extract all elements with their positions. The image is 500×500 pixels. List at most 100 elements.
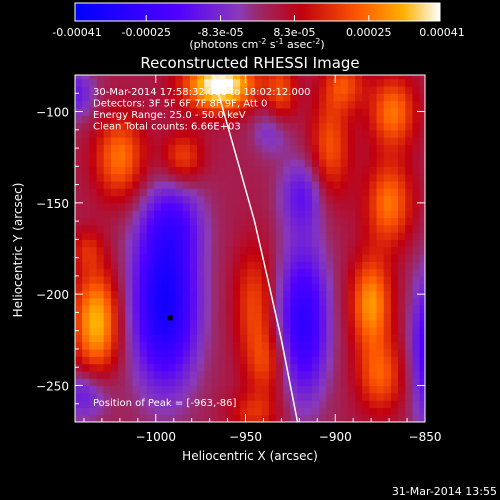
heatmap-cell (175, 217, 184, 226)
heatmap-cell (132, 400, 141, 408)
heatmap-cell (304, 107, 313, 116)
heatmap-cell (103, 232, 112, 240)
heatmap-cell (240, 253, 248, 262)
heatmap-cell (103, 224, 112, 233)
heatmap-cell (347, 202, 356, 211)
heatmap-cell (311, 275, 320, 284)
heatmap-cell (333, 180, 342, 189)
heatmap-cell (225, 151, 234, 160)
heatmap-cell (103, 137, 112, 145)
heatmap-cell (211, 305, 220, 314)
heatmap-cell (182, 210, 191, 219)
heatmap-cell (304, 129, 313, 138)
heatmap-cell (383, 115, 392, 124)
heatmap-cell (132, 188, 141, 197)
heatmap-cell (125, 363, 134, 372)
heatmap-cell (153, 122, 162, 131)
heatmap-cell (390, 385, 399, 394)
heatmap-cell (369, 334, 378, 343)
heatmap-cell (254, 129, 263, 138)
heatmap-cell (110, 356, 119, 365)
heatmap-cell (340, 129, 349, 138)
heatmap-cell (311, 100, 320, 109)
heatmap-cell (232, 363, 241, 372)
heatmap-cell (240, 370, 248, 379)
heatmap-cell (405, 137, 414, 145)
heatmap-cell (182, 129, 191, 138)
heatmap-cell (211, 129, 220, 138)
heatmap-cell (261, 129, 270, 138)
heatmap-cell (405, 224, 414, 233)
heatmap-cell (398, 115, 406, 124)
heatmap-cell (218, 290, 227, 299)
heatmap-cell (218, 363, 227, 372)
heatmap-cell (362, 370, 370, 379)
heatmap-cell (398, 290, 406, 299)
heatmap-cell (398, 261, 406, 270)
heatmap-cell (276, 305, 284, 314)
heatmap-cell (304, 327, 313, 335)
heatmap-cell (362, 305, 370, 314)
heatmap-cell (103, 261, 112, 270)
peak-marker (167, 315, 173, 321)
heatmap-cell (153, 202, 162, 211)
heatmap-cell (376, 407, 385, 416)
heatmap-cell (211, 327, 220, 335)
heatmap-cell (405, 305, 414, 314)
heatmap-cell (283, 93, 291, 102)
heatmap-cell (347, 159, 356, 167)
heatmap-cell (240, 400, 248, 408)
heatmap-cell (125, 93, 134, 102)
heatmap-cell (283, 100, 291, 109)
heatmap-cell (383, 290, 392, 299)
heatmap-cell (118, 75, 126, 80)
heatmap-cell (355, 107, 363, 116)
heatmap-cell (405, 85, 414, 94)
heatmap-cell (276, 319, 284, 328)
heatmap-cell (161, 239, 169, 248)
heatmap-cell (326, 327, 335, 335)
heatmap-cell (211, 319, 220, 328)
heatmap-cell (96, 195, 105, 204)
heatmap-cell (362, 122, 370, 131)
heatmap-cell (175, 246, 184, 255)
heatmap-cell (283, 246, 291, 255)
heatmap-cell (362, 115, 370, 124)
heatmap-cell (175, 283, 184, 292)
heatmap-cell (405, 341, 414, 350)
heatmap-cell (362, 400, 370, 408)
heatmap-cell (326, 283, 335, 292)
heatmap-cell (175, 173, 184, 182)
heatmap-cell (153, 115, 162, 124)
heatmap-cell (204, 217, 213, 226)
heatmap-cell (82, 327, 90, 335)
heatmap-cell (347, 188, 356, 197)
heatmap-cell (398, 312, 406, 321)
heatmap-cell (225, 327, 234, 335)
heatmap-cell (175, 348, 184, 357)
heatmap-cell (75, 407, 83, 416)
heatmap-cell (96, 100, 105, 109)
heatmap-cell (390, 319, 399, 328)
heatmap-cell (197, 115, 205, 124)
heatmap-cell (369, 210, 378, 219)
heatmap-cell (412, 275, 421, 284)
heatmap-cell (326, 312, 335, 321)
heatmap-cell (189, 246, 198, 255)
heatmap-cell (362, 407, 370, 416)
heatmap-cell (276, 217, 284, 226)
heatmap-cell (139, 378, 148, 387)
heatmap-cell (405, 75, 414, 80)
heatmap-cell (254, 312, 263, 321)
heatmap-cell (182, 246, 191, 255)
heatmap-cell (204, 202, 213, 211)
heatmap-cell (290, 188, 299, 197)
heatmap-cell (311, 188, 320, 197)
heatmap-cell (218, 378, 227, 387)
heatmap-cell (261, 159, 270, 167)
heatmap-cell (311, 385, 320, 394)
heatmap-cell (168, 129, 177, 138)
heatmap-cell (82, 348, 90, 357)
heatmap-cell (319, 100, 327, 109)
heatmap-cell (268, 327, 277, 335)
